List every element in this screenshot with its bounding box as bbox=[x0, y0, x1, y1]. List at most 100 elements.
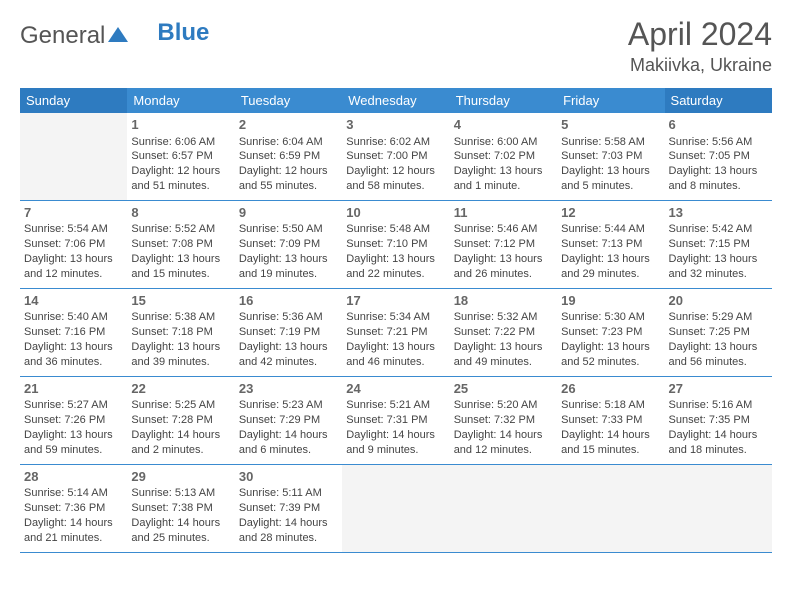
sunset-text: Sunset: 7:36 PM bbox=[24, 501, 123, 516]
day-number: 30 bbox=[239, 468, 338, 486]
calendar-table: Sunday Monday Tuesday Wednesday Thursday… bbox=[20, 88, 772, 553]
daylight-text: Daylight: 13 hours and 29 minutes. bbox=[561, 252, 660, 282]
sunrise-text: Sunrise: 5:34 AM bbox=[346, 310, 445, 325]
calendar-cell: 11Sunrise: 5:46 AMSunset: 7:12 PMDayligh… bbox=[450, 200, 557, 288]
sunset-text: Sunset: 7:31 PM bbox=[346, 413, 445, 428]
daylight-text: Daylight: 13 hours and 32 minutes. bbox=[669, 252, 768, 282]
sunset-text: Sunset: 7:05 PM bbox=[669, 149, 768, 164]
day-number: 18 bbox=[454, 292, 553, 310]
calendar-cell: 10Sunrise: 5:48 AMSunset: 7:10 PMDayligh… bbox=[342, 200, 449, 288]
calendar-cell: 21Sunrise: 5:27 AMSunset: 7:26 PMDayligh… bbox=[20, 376, 127, 464]
day-number: 2 bbox=[239, 116, 338, 134]
daylight-text: Daylight: 14 hours and 12 minutes. bbox=[454, 428, 553, 458]
calendar-cell: 6Sunrise: 5:56 AMSunset: 7:05 PMDaylight… bbox=[665, 113, 772, 200]
daylight-text: Daylight: 13 hours and 49 minutes. bbox=[454, 340, 553, 370]
sunrise-text: Sunrise: 5:40 AM bbox=[24, 310, 123, 325]
sunset-text: Sunset: 7:19 PM bbox=[239, 325, 338, 340]
calendar-cell: 2Sunrise: 6:04 AMSunset: 6:59 PMDaylight… bbox=[235, 113, 342, 200]
daylight-text: Daylight: 13 hours and 5 minutes. bbox=[561, 164, 660, 194]
sunrise-text: Sunrise: 5:48 AM bbox=[346, 222, 445, 237]
sunset-text: Sunset: 7:28 PM bbox=[131, 413, 230, 428]
day-number: 20 bbox=[669, 292, 768, 310]
day-number: 13 bbox=[669, 204, 768, 222]
calendar-cell: 28Sunrise: 5:14 AMSunset: 7:36 PMDayligh… bbox=[20, 464, 127, 552]
sunrise-text: Sunrise: 6:02 AM bbox=[346, 135, 445, 150]
sunset-text: Sunset: 6:57 PM bbox=[131, 149, 230, 164]
calendar-cell: 3Sunrise: 6:02 AMSunset: 7:00 PMDaylight… bbox=[342, 113, 449, 200]
calendar-cell: 27Sunrise: 5:16 AMSunset: 7:35 PMDayligh… bbox=[665, 376, 772, 464]
calendar-cell: 9Sunrise: 5:50 AMSunset: 7:09 PMDaylight… bbox=[235, 200, 342, 288]
sunset-text: Sunset: 7:13 PM bbox=[561, 237, 660, 252]
sunrise-text: Sunrise: 5:23 AM bbox=[239, 398, 338, 413]
sunrise-text: Sunrise: 5:54 AM bbox=[24, 222, 123, 237]
calendar-cell: 29Sunrise: 5:13 AMSunset: 7:38 PMDayligh… bbox=[127, 464, 234, 552]
sunset-text: Sunset: 7:32 PM bbox=[454, 413, 553, 428]
daylight-text: Daylight: 13 hours and 15 minutes. bbox=[131, 252, 230, 282]
daylight-text: Daylight: 13 hours and 19 minutes. bbox=[239, 252, 338, 282]
day-number: 27 bbox=[669, 380, 768, 398]
calendar-cell bbox=[557, 464, 664, 552]
sunset-text: Sunset: 7:39 PM bbox=[239, 501, 338, 516]
day-number: 3 bbox=[346, 116, 445, 134]
sunrise-text: Sunrise: 6:06 AM bbox=[131, 135, 230, 150]
daylight-text: Daylight: 13 hours and 26 minutes. bbox=[454, 252, 553, 282]
sunset-text: Sunset: 7:12 PM bbox=[454, 237, 553, 252]
day-number: 7 bbox=[24, 204, 123, 222]
logo: General Blue bbox=[20, 22, 209, 50]
daylight-text: Daylight: 14 hours and 15 minutes. bbox=[561, 428, 660, 458]
day-number: 10 bbox=[346, 204, 445, 222]
logo-text-blue: Blue bbox=[157, 19, 209, 47]
calendar-cell: 18Sunrise: 5:32 AMSunset: 7:22 PMDayligh… bbox=[450, 288, 557, 376]
daylight-text: Daylight: 14 hours and 25 minutes. bbox=[131, 516, 230, 546]
calendar-week: 21Sunrise: 5:27 AMSunset: 7:26 PMDayligh… bbox=[20, 376, 772, 464]
sunrise-text: Sunrise: 5:30 AM bbox=[561, 310, 660, 325]
day-header-row: Sunday Monday Tuesday Wednesday Thursday… bbox=[20, 88, 772, 113]
sunrise-text: Sunrise: 5:14 AM bbox=[24, 486, 123, 501]
day-header: Saturday bbox=[665, 88, 772, 113]
calendar-week: 1Sunrise: 6:06 AMSunset: 6:57 PMDaylight… bbox=[20, 113, 772, 200]
day-header: Monday bbox=[127, 88, 234, 113]
sunrise-text: Sunrise: 5:50 AM bbox=[239, 222, 338, 237]
sunrise-text: Sunrise: 5:42 AM bbox=[669, 222, 768, 237]
sunrise-text: Sunrise: 5:18 AM bbox=[561, 398, 660, 413]
sunset-text: Sunset: 7:03 PM bbox=[561, 149, 660, 164]
sunset-text: Sunset: 7:09 PM bbox=[239, 237, 338, 252]
calendar-cell: 22Sunrise: 5:25 AMSunset: 7:28 PMDayligh… bbox=[127, 376, 234, 464]
calendar-cell: 17Sunrise: 5:34 AMSunset: 7:21 PMDayligh… bbox=[342, 288, 449, 376]
calendar-cell bbox=[342, 464, 449, 552]
sunset-text: Sunset: 7:35 PM bbox=[669, 413, 768, 428]
daylight-text: Daylight: 14 hours and 2 minutes. bbox=[131, 428, 230, 458]
sunrise-text: Sunrise: 5:44 AM bbox=[561, 222, 660, 237]
calendar-cell: 8Sunrise: 5:52 AMSunset: 7:08 PMDaylight… bbox=[127, 200, 234, 288]
day-header: Wednesday bbox=[342, 88, 449, 113]
day-number: 22 bbox=[131, 380, 230, 398]
daylight-text: Daylight: 14 hours and 28 minutes. bbox=[239, 516, 338, 546]
daylight-text: Daylight: 13 hours and 52 minutes. bbox=[561, 340, 660, 370]
sunrise-text: Sunrise: 5:16 AM bbox=[669, 398, 768, 413]
day-number: 25 bbox=[454, 380, 553, 398]
daylight-text: Daylight: 13 hours and 12 minutes. bbox=[24, 252, 123, 282]
daylight-text: Daylight: 13 hours and 56 minutes. bbox=[669, 340, 768, 370]
calendar-cell: 16Sunrise: 5:36 AMSunset: 7:19 PMDayligh… bbox=[235, 288, 342, 376]
sunrise-text: Sunrise: 5:52 AM bbox=[131, 222, 230, 237]
calendar-week: 7Sunrise: 5:54 AMSunset: 7:06 PMDaylight… bbox=[20, 200, 772, 288]
sunrise-text: Sunrise: 5:58 AM bbox=[561, 135, 660, 150]
sunset-text: Sunset: 7:02 PM bbox=[454, 149, 553, 164]
daylight-text: Daylight: 12 hours and 51 minutes. bbox=[131, 164, 230, 194]
calendar-cell: 20Sunrise: 5:29 AMSunset: 7:25 PMDayligh… bbox=[665, 288, 772, 376]
sunset-text: Sunset: 7:18 PM bbox=[131, 325, 230, 340]
sunset-text: Sunset: 7:22 PM bbox=[454, 325, 553, 340]
sunset-text: Sunset: 7:25 PM bbox=[669, 325, 768, 340]
sunset-text: Sunset: 7:00 PM bbox=[346, 149, 445, 164]
sunset-text: Sunset: 7:29 PM bbox=[239, 413, 338, 428]
sunset-text: Sunset: 6:59 PM bbox=[239, 149, 338, 164]
daylight-text: Daylight: 13 hours and 39 minutes. bbox=[131, 340, 230, 370]
day-header: Sunday bbox=[20, 88, 127, 113]
calendar-cell bbox=[20, 113, 127, 200]
daylight-text: Daylight: 14 hours and 18 minutes. bbox=[669, 428, 768, 458]
sunrise-text: Sunrise: 5:21 AM bbox=[346, 398, 445, 413]
sunrise-text: Sunrise: 6:00 AM bbox=[454, 135, 553, 150]
sunrise-text: Sunrise: 5:46 AM bbox=[454, 222, 553, 237]
sunset-text: Sunset: 7:21 PM bbox=[346, 325, 445, 340]
calendar-cell: 19Sunrise: 5:30 AMSunset: 7:23 PMDayligh… bbox=[557, 288, 664, 376]
